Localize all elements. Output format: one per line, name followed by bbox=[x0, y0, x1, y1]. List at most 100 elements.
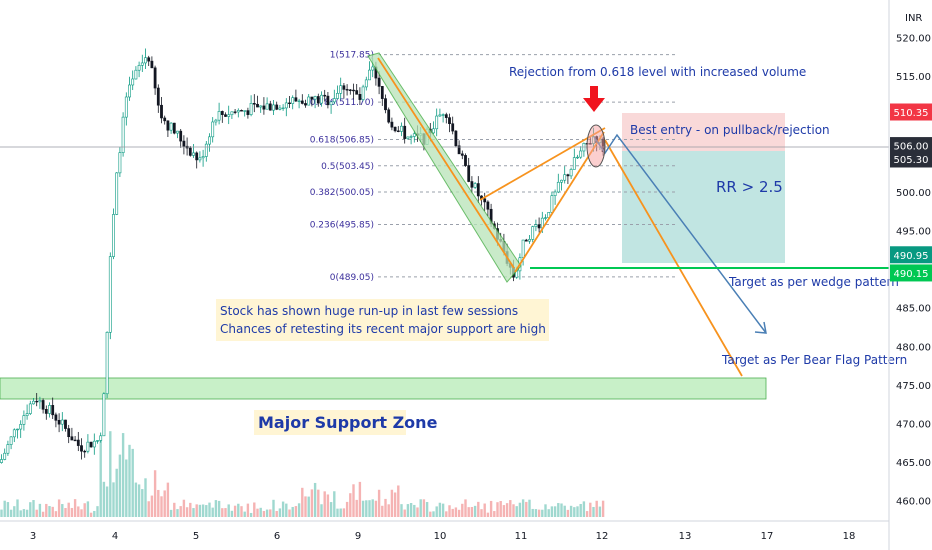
candle-body bbox=[336, 93, 339, 99]
volume-bar bbox=[521, 499, 525, 517]
candle-body bbox=[297, 100, 301, 103]
candle-body bbox=[172, 122, 176, 134]
candle-body bbox=[358, 94, 362, 100]
candle-body bbox=[0, 459, 3, 463]
volume-bar bbox=[512, 504, 515, 517]
y-tick-label: 520.00 bbox=[896, 34, 931, 45]
runup-note-line2: Chances of retesting its recent major su… bbox=[220, 322, 546, 336]
candle-body bbox=[35, 400, 39, 403]
volume-bar bbox=[454, 507, 458, 517]
y-tick-label: 485.00 bbox=[896, 304, 931, 315]
candle-body bbox=[220, 111, 224, 115]
volume-bar bbox=[121, 433, 125, 517]
volume-bar bbox=[598, 506, 602, 517]
volume-bar bbox=[361, 500, 365, 517]
candle-body bbox=[345, 89, 349, 91]
volume-bar bbox=[390, 489, 394, 517]
bear-flag-projection bbox=[604, 139, 743, 377]
volume-bar bbox=[374, 500, 378, 517]
volume-bar bbox=[317, 489, 320, 517]
volume-bar bbox=[96, 506, 99, 517]
candle-body bbox=[182, 140, 186, 147]
candle-body bbox=[41, 400, 45, 410]
y-tick-label: 480.00 bbox=[896, 342, 931, 353]
candle-body bbox=[22, 415, 26, 425]
volume-bar bbox=[537, 509, 541, 517]
rejection-annotation: Rejection from 0.618 level with increase… bbox=[509, 65, 806, 79]
candle-body bbox=[396, 130, 400, 132]
candle-body bbox=[83, 450, 87, 453]
price-label-text: 510.35 bbox=[894, 108, 929, 119]
volume-bar bbox=[358, 481, 362, 517]
volume-bar bbox=[41, 511, 45, 517]
volume-bar bbox=[534, 509, 538, 517]
candle-body bbox=[211, 121, 215, 138]
volume-bar bbox=[262, 510, 266, 517]
x-tick-label: 13 bbox=[679, 531, 692, 542]
candle-body bbox=[272, 104, 275, 111]
candle-body bbox=[444, 114, 448, 118]
volume-bar bbox=[77, 506, 80, 517]
downtrend-line bbox=[377, 57, 515, 269]
candle-body bbox=[67, 428, 71, 438]
volume-bar bbox=[233, 505, 237, 517]
candle-body bbox=[448, 117, 451, 125]
candle-body bbox=[115, 172, 119, 215]
volume-bar bbox=[99, 439, 102, 517]
candle-body bbox=[12, 429, 16, 438]
volume-bar bbox=[352, 484, 355, 517]
volume-bar bbox=[525, 501, 528, 517]
candle-body bbox=[406, 136, 410, 139]
volume-bar bbox=[336, 508, 339, 517]
candle-body bbox=[89, 441, 93, 448]
volume-bar bbox=[448, 505, 451, 517]
volume-bar bbox=[285, 503, 288, 517]
fib-level-label: 0(489.05) bbox=[330, 273, 374, 283]
volume-bar bbox=[73, 499, 77, 517]
volume-bar bbox=[435, 506, 438, 517]
candle-body bbox=[80, 445, 83, 452]
volume-bar bbox=[278, 508, 282, 517]
support-zone-label: Major Support Zone bbox=[258, 413, 438, 432]
price-label-box bbox=[890, 150, 932, 168]
volume-bar bbox=[377, 489, 381, 517]
volume-bar bbox=[57, 499, 61, 517]
volume-bar bbox=[480, 509, 483, 517]
volume-bar bbox=[531, 508, 534, 517]
volume-bar bbox=[585, 511, 589, 517]
candle-body bbox=[166, 120, 170, 131]
volume-bar bbox=[195, 504, 198, 517]
candle-body bbox=[233, 111, 237, 113]
candle-body bbox=[214, 119, 218, 123]
volume-bar bbox=[441, 503, 445, 517]
candle-body bbox=[284, 102, 288, 109]
y-tick-label: 470.00 bbox=[896, 420, 931, 431]
volume-bar bbox=[349, 493, 352, 517]
volume-bar bbox=[496, 502, 499, 517]
candle-body bbox=[387, 109, 391, 123]
y-tick-label: 495.00 bbox=[896, 227, 931, 238]
volume-bar bbox=[384, 498, 387, 517]
candle-body bbox=[134, 69, 138, 80]
candle-body bbox=[454, 130, 458, 147]
candle-body bbox=[460, 153, 464, 156]
candle-body bbox=[534, 224, 538, 227]
volume-bar bbox=[371, 499, 374, 517]
volume-bar bbox=[566, 509, 570, 517]
x-tick-label: 18 bbox=[843, 531, 856, 542]
candle-body bbox=[467, 165, 471, 182]
volume-bar bbox=[112, 482, 115, 517]
candle-body bbox=[252, 103, 256, 105]
volume-bar bbox=[109, 431, 112, 517]
candle-body bbox=[291, 97, 295, 104]
volume-bar bbox=[387, 504, 390, 517]
volume-bar bbox=[227, 504, 230, 517]
candle-body bbox=[377, 77, 381, 87]
candle-body bbox=[208, 136, 211, 145]
price-label-box bbox=[890, 246, 932, 264]
volume-bar bbox=[3, 500, 6, 517]
candle-body bbox=[60, 419, 64, 425]
candle-body bbox=[288, 102, 291, 104]
